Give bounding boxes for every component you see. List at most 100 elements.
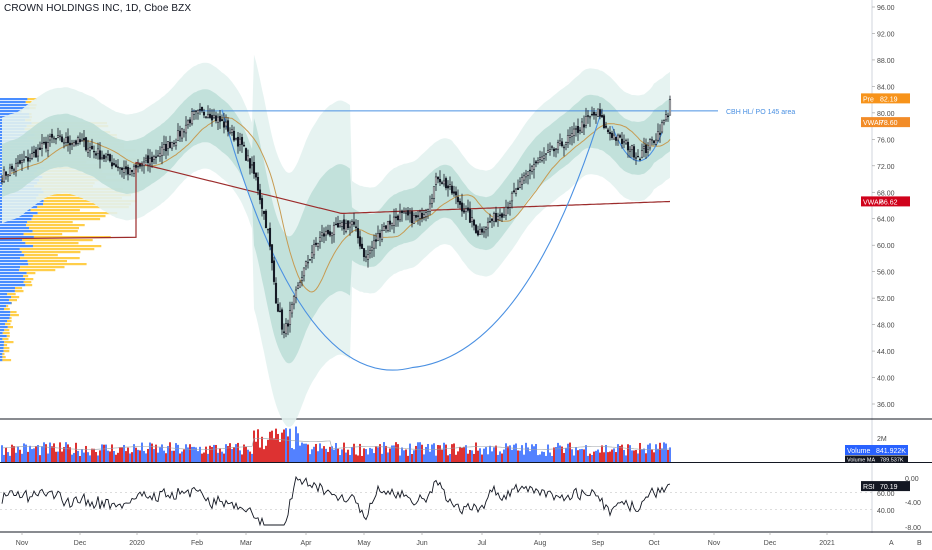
volume-bar — [521, 445, 523, 462]
volume-bar — [539, 454, 541, 462]
candle-up — [36, 148, 40, 157]
candle-up — [340, 222, 344, 227]
volume-bar — [637, 453, 639, 462]
volume-profile-bar-down — [37, 212, 118, 215]
volume-bar — [145, 453, 147, 462]
volume-profile-bar-down — [19, 269, 56, 272]
candle-up — [16, 162, 20, 164]
volume-profile-bar-up — [0, 347, 4, 350]
volume-bar — [197, 451, 199, 462]
volume-bar — [191, 446, 193, 462]
candle-up — [584, 116, 588, 126]
candle-up — [206, 113, 210, 118]
volume-bar — [477, 450, 479, 462]
rsi-line — [1, 475, 671, 527]
volume-profile-bar-up — [0, 227, 29, 230]
volume-profile-bar-down — [24, 254, 58, 257]
candle-down — [394, 216, 398, 219]
candle-down — [204, 116, 208, 118]
volume-bar — [95, 451, 97, 462]
candle-down — [54, 138, 58, 140]
volume-bar — [567, 443, 569, 462]
volume-profile-bar-down — [10, 311, 17, 314]
volume-profile-bar-down — [20, 257, 80, 260]
auto-scale-button[interactable]: A — [889, 540, 894, 547]
candle-up — [464, 208, 468, 212]
volume-bar — [651, 449, 653, 462]
candle-down — [178, 130, 182, 137]
candle-up — [306, 261, 310, 264]
volume-bar — [391, 445, 393, 462]
candle-up — [428, 203, 432, 212]
volume-bar — [275, 428, 277, 462]
candle-down — [10, 165, 14, 170]
volume-bar — [655, 444, 657, 462]
volume-profile-bar-up — [0, 311, 11, 314]
volume-bar — [425, 446, 427, 462]
candle-down — [102, 154, 106, 160]
volume-profile-bar-down — [32, 215, 106, 218]
time-tick-label: Apr — [301, 540, 313, 547]
candle-up — [70, 143, 74, 145]
volume-bar — [105, 444, 107, 462]
volume-bar — [363, 448, 365, 462]
candle-up — [292, 295, 296, 305]
volume-bar — [241, 454, 243, 462]
volume-bar — [55, 451, 57, 462]
volume-bar — [337, 448, 339, 462]
time-tick-label: Feb — [191, 540, 203, 547]
log-scale-button[interactable]: B — [917, 540, 922, 547]
candle-down — [410, 211, 414, 224]
time-tick-label: May — [357, 540, 371, 547]
volume-bar — [333, 449, 335, 462]
candle-up — [508, 203, 512, 208]
volume-profile-bar-down — [25, 242, 79, 245]
volume-profile-bar-down — [32, 230, 78, 233]
volume-profile-bar-down — [25, 278, 34, 281]
volume-bar — [311, 449, 313, 462]
candle-up — [390, 222, 394, 227]
candle-down — [614, 136, 618, 141]
envelope-band-inner — [2, 89, 670, 364]
volume-bar — [127, 447, 129, 462]
candle-up — [506, 207, 510, 209]
volume-bar — [71, 454, 73, 462]
candle-down — [232, 130, 236, 141]
time-tick-label: Nov — [16, 540, 29, 547]
candle-down — [500, 213, 504, 218]
candle-down — [218, 116, 222, 122]
price-tick-label: 88.00 — [877, 58, 895, 65]
volume-bar — [481, 454, 483, 462]
candle-down — [632, 146, 636, 158]
volume-bar — [17, 446, 19, 462]
candle-up — [14, 163, 18, 172]
volume-bar — [641, 449, 643, 462]
candle-down — [106, 153, 110, 156]
candle-up — [566, 135, 570, 143]
candle-down — [414, 215, 418, 218]
candle-down — [472, 219, 476, 226]
volume-bar — [15, 452, 17, 462]
volume-profile-bar-down — [3, 350, 10, 353]
candle-down — [362, 248, 366, 258]
volume-bar — [653, 452, 655, 462]
time-tick-label: Dec — [764, 540, 777, 547]
volume-bar — [455, 454, 457, 462]
candle-down — [450, 185, 454, 194]
volume-bar — [545, 455, 547, 462]
volume-bar — [553, 447, 555, 462]
volume-bar — [277, 433, 279, 462]
volume-bar — [377, 447, 379, 462]
volume-ma-line — [1, 438, 671, 450]
volume-bar — [617, 444, 619, 462]
volume-bar — [237, 442, 239, 462]
volume-profile-bar-up — [0, 290, 15, 293]
volume-bar — [1, 445, 3, 462]
volume-bar — [471, 450, 473, 462]
volume-bar — [37, 445, 39, 462]
volume-bar — [193, 446, 195, 462]
volume-bar — [151, 443, 153, 462]
volume-bar — [493, 447, 495, 462]
volume-bar — [129, 453, 131, 462]
